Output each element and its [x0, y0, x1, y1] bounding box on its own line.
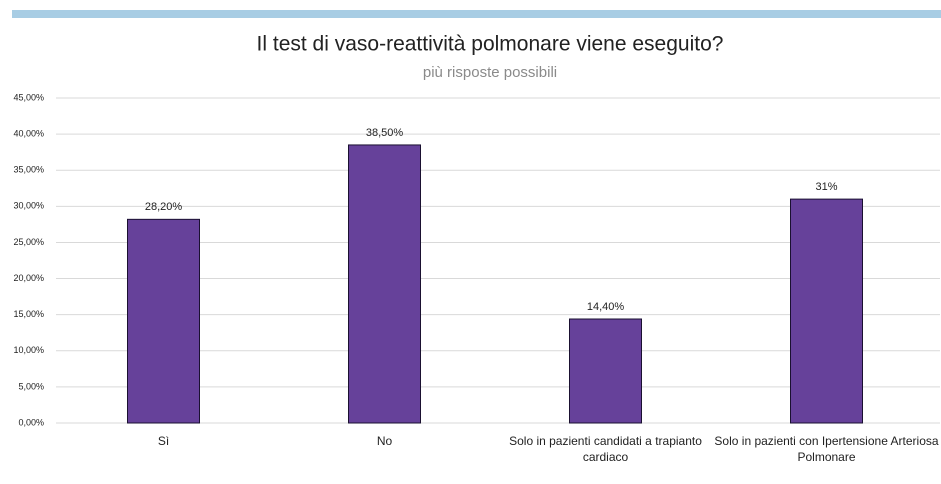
y-tick-label: 25,00% [13, 237, 44, 247]
bar [348, 144, 421, 424]
top-band [12, 10, 941, 18]
value-label: 28,20% [145, 201, 183, 213]
y-tick-label: 40,00% [13, 128, 44, 138]
value-label: 31% [815, 181, 837, 193]
x-tick-label: Sì [157, 434, 170, 448]
y-tick-label: 30,00% [13, 201, 44, 211]
y-tick-label: 5,00% [18, 381, 44, 391]
chart-subtitle: più risposte possibili [423, 64, 557, 81]
x-tick-label: No [376, 434, 393, 448]
bar [569, 318, 642, 424]
y-tick-label: 35,00% [13, 165, 44, 175]
chart-title: Il test di vaso-reattività polmonare vie… [257, 33, 724, 56]
y-tick-label: 15,00% [13, 309, 44, 319]
y-tick-label: 20,00% [13, 273, 44, 283]
value-label: 38,50% [366, 127, 404, 139]
value-label: 14,40% [587, 301, 625, 313]
bar [790, 198, 863, 424]
x-tick-label: Solo in pazienti con Ipertensione Arteri… [714, 434, 939, 464]
bar [127, 218, 200, 424]
y-tick-label: 0,00% [18, 417, 44, 427]
y-tick-label: 10,00% [13, 345, 44, 355]
x-tick-label: Solo in pazienti candidati a trapianto c… [509, 434, 702, 464]
y-tick-label: 45,00% [13, 92, 44, 102]
